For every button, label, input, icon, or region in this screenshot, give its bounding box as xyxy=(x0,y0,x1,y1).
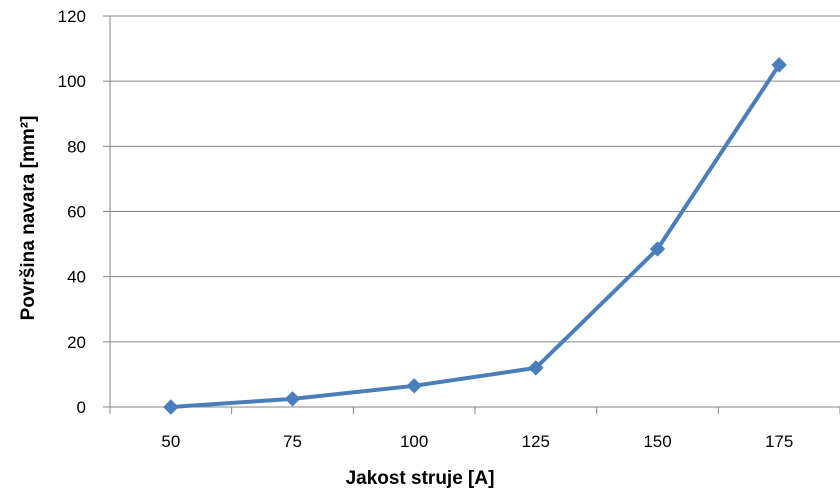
data-point-marker xyxy=(649,241,666,257)
data-point-marker xyxy=(284,391,301,407)
x-tick-label: 175 xyxy=(765,432,793,451)
y-tick-label: 120 xyxy=(58,7,86,26)
y-tick-label: 100 xyxy=(58,72,86,91)
data-point-marker xyxy=(528,360,544,376)
x-axis-title: Jakost struje [A] xyxy=(346,468,495,489)
data-point-marker xyxy=(163,399,179,415)
x-tick-label: 125 xyxy=(522,432,550,451)
x-tick-label: 50 xyxy=(161,432,180,451)
y-tick-label: 80 xyxy=(67,137,86,156)
series xyxy=(163,57,787,415)
tick-labels: 0 20 40 60 80 100 120 50 75 100 125 150 175 xyxy=(58,7,794,451)
y-tick-label: 20 xyxy=(67,333,86,352)
y-tick-label: 0 xyxy=(77,398,86,417)
data-point-marker xyxy=(406,378,422,394)
data-point-marker xyxy=(771,57,787,73)
x-tick-label: 100 xyxy=(400,432,428,451)
x-tick-label: 150 xyxy=(643,432,671,451)
gridlines xyxy=(110,15,840,343)
series-line xyxy=(168,62,782,409)
x-tick-label: 75 xyxy=(283,432,302,451)
y-tick-label: 60 xyxy=(67,203,86,222)
y-tick-label: 40 xyxy=(67,268,86,287)
y-axis-title: Površina navara [mm²] xyxy=(18,116,39,321)
axes xyxy=(103,15,840,414)
